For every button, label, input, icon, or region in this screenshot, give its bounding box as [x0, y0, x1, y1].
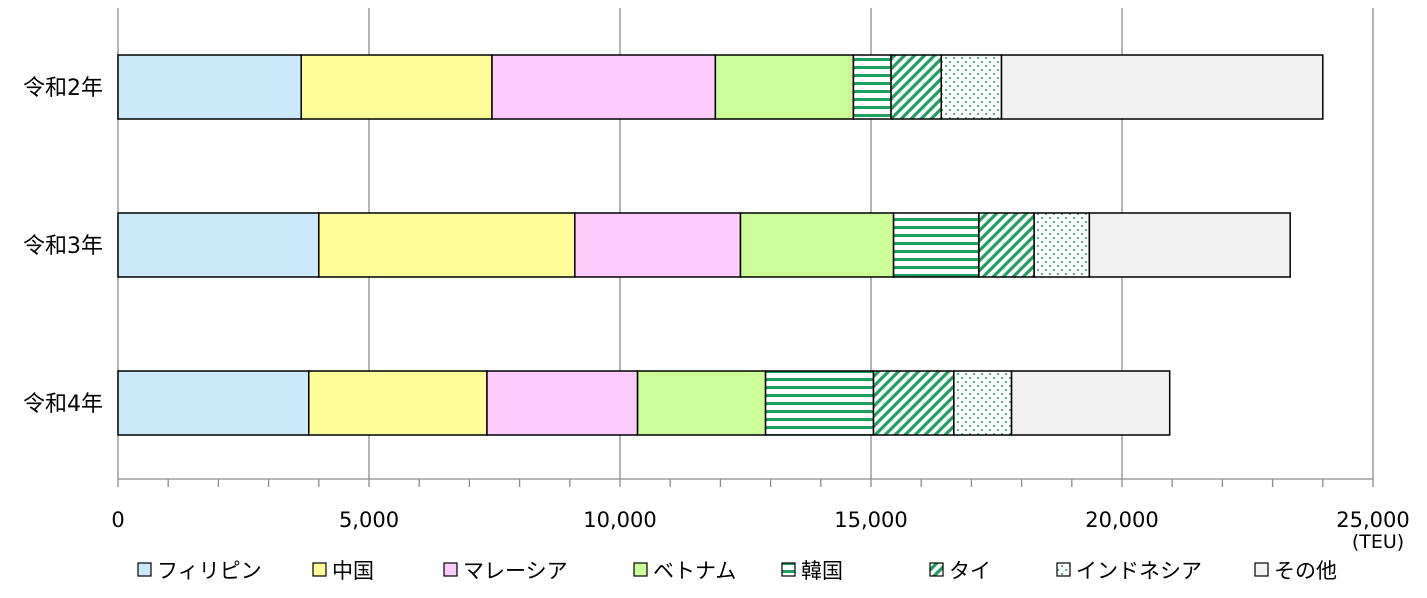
legend-label-7: インドネシア — [1076, 559, 1202, 583]
bar-segment-2-1 — [117, 212, 320, 278]
legend: フィリピン 中国 マレーシア ベトナム 韓国 タイ インドネシア その他 — [137, 559, 1337, 583]
legend-label-1: フィリピン — [157, 559, 262, 583]
legend-item-5: 韓国 — [781, 559, 843, 583]
x-axis: 0 5,000 10,000 15,000 20,000 25,000 — [111, 478, 1410, 532]
x-tick-label-5: 25,000 — [1336, 508, 1409, 532]
legend-item-1: フィリピン — [137, 559, 262, 583]
category-label-3: 令和4年 — [23, 392, 103, 417]
legend-label-6: タイ — [949, 559, 991, 583]
legend-label-5: 韓国 — [801, 559, 843, 583]
bar-segment-1-4 — [714, 54, 855, 120]
bar-segment-3-7 — [953, 370, 1013, 436]
legend-label-8: その他 — [1274, 559, 1337, 583]
bar-segment-1-6 — [890, 54, 943, 120]
bar-segment-1-7 — [940, 54, 1003, 120]
category-label-2: 令和3年 — [23, 234, 103, 259]
legend-swatch-2 — [312, 562, 327, 577]
bar-segment-1-2 — [300, 54, 493, 120]
x-tick-label-3: 15,000 — [834, 508, 907, 532]
legend-label-4: ベトナム — [653, 559, 736, 583]
legend-item-4: ベトナム — [633, 559, 736, 583]
x-tick-label-1: 5,000 — [339, 508, 399, 532]
legend-swatch-5 — [781, 562, 796, 577]
bar-segment-3-5 — [764, 370, 875, 436]
legend-item-6: タイ — [929, 559, 991, 583]
bar-segment-2-2 — [318, 212, 576, 278]
x-tick-label-4: 20,000 — [1085, 508, 1158, 532]
bar-segment-1-3 — [491, 54, 717, 120]
legend-label-3: マレーシア — [463, 559, 568, 583]
legend-item-2: 中国 — [312, 559, 374, 583]
bar-segment-2-6 — [978, 212, 1035, 278]
legend-label-2: 中国 — [332, 559, 374, 583]
legend-swatch-7 — [1056, 562, 1071, 577]
bar-segment-2-4 — [739, 212, 895, 278]
bar-segment-3-6 — [872, 370, 955, 436]
x-tick-label-0: 0 — [111, 508, 124, 532]
legend-item-8: その他 — [1254, 559, 1337, 583]
bar-segment-3-2 — [308, 370, 488, 436]
bar-segment-3-1 — [117, 370, 310, 436]
bar-segment-2-3 — [574, 212, 742, 278]
legend-swatch-4 — [633, 562, 648, 577]
bar-segment-3-4 — [636, 370, 767, 436]
legend-swatch-8 — [1254, 562, 1269, 577]
unit-label: (TEU) — [1352, 531, 1404, 553]
bar-segment-2-7 — [1033, 212, 1091, 278]
bar-segment-1-5 — [852, 54, 892, 120]
bar-segment-2-8 — [1088, 212, 1291, 278]
bars — [117, 54, 1324, 436]
legend-swatch-1 — [137, 562, 152, 577]
legend-item-7: インドネシア — [1056, 559, 1202, 583]
legend-swatch-6 — [929, 562, 944, 577]
legend-swatch-3 — [443, 562, 458, 577]
x-tick-label-2: 10,000 — [583, 508, 656, 532]
legend-item-3: マレーシア — [443, 559, 568, 583]
category-label-1: 令和2年 — [23, 76, 103, 101]
bar-segment-2-5 — [892, 212, 980, 278]
bar-segment-1-1 — [117, 54, 302, 120]
bar-segment-1-8 — [1000, 54, 1324, 120]
bar-segment-3-3 — [486, 370, 639, 436]
bar-segment-3-8 — [1010, 370, 1171, 436]
